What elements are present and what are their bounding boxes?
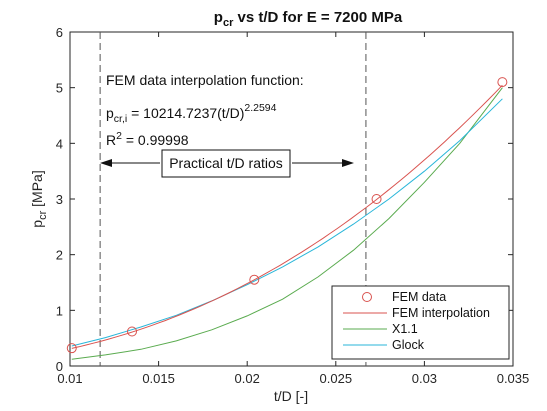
x-tick-label: 0.03 [412,371,437,386]
data-point-fem-data [371,194,382,204]
axis-ticks: 0.01 0.015 0.02 0.025 0.03 0.035 0 1 2 3 4 5 6 [56,25,530,386]
range-label-box [161,149,291,178]
x-tick-label: 0.025 [320,371,353,386]
x-axis-label: t/D [-] [274,388,308,404]
legend-label-fem-interpolation: FEM interpolation [392,306,490,320]
legend: FEM data FEM interpolation X1.1 Glock [331,285,510,360]
x-tick-label: 0.02 [235,371,260,386]
data-point-fem-data [249,274,260,285]
data-point-fem-data [127,326,138,337]
data-point-fem-data [66,343,77,354]
right-arrowhead [342,159,354,167]
y-tick-label: 6 [56,25,63,40]
legend-label-glock: Glock [392,338,425,352]
y-tick-label: 5 [56,81,63,96]
x-tick-label: 0.035 [497,371,530,386]
series-line-glock [71,98,503,347]
x-tick-label: 0.015 [142,371,175,386]
series-line-x1-1 [71,87,503,360]
legend-box [331,285,510,360]
series-line-fem-interpolation [71,84,503,349]
y-tick-label: 4 [56,136,63,151]
x-tick-label: 0.01 [57,371,82,386]
left-arrowhead [100,159,112,167]
fit-header-label: FEM data interpolation function: [106,72,304,88]
chart-title: pcr vs t/D for E = 7200 MPa [214,9,403,29]
legend-marker-fem-data [362,292,372,302]
legend-label-fem-data: FEM data [392,290,446,304]
y-axis-label: pcr [MPa] [29,170,49,227]
range-label: Practical t/D ratios [169,155,283,171]
y-tick-label: 3 [56,192,63,207]
y-tick-label: 2 [56,248,63,263]
legend-label-x11: X1.1 [392,322,418,336]
y-tick-label: 1 [56,303,63,318]
y-tick-label: 0 [56,359,63,374]
r-squared-label: R2 = 0.99998 [106,130,189,148]
fit-equation-label: pcr,i = 10214.7237(t/D)2.2594 [106,102,277,125]
data-point-fem-data [497,77,508,88]
series-layer [66,77,508,360]
